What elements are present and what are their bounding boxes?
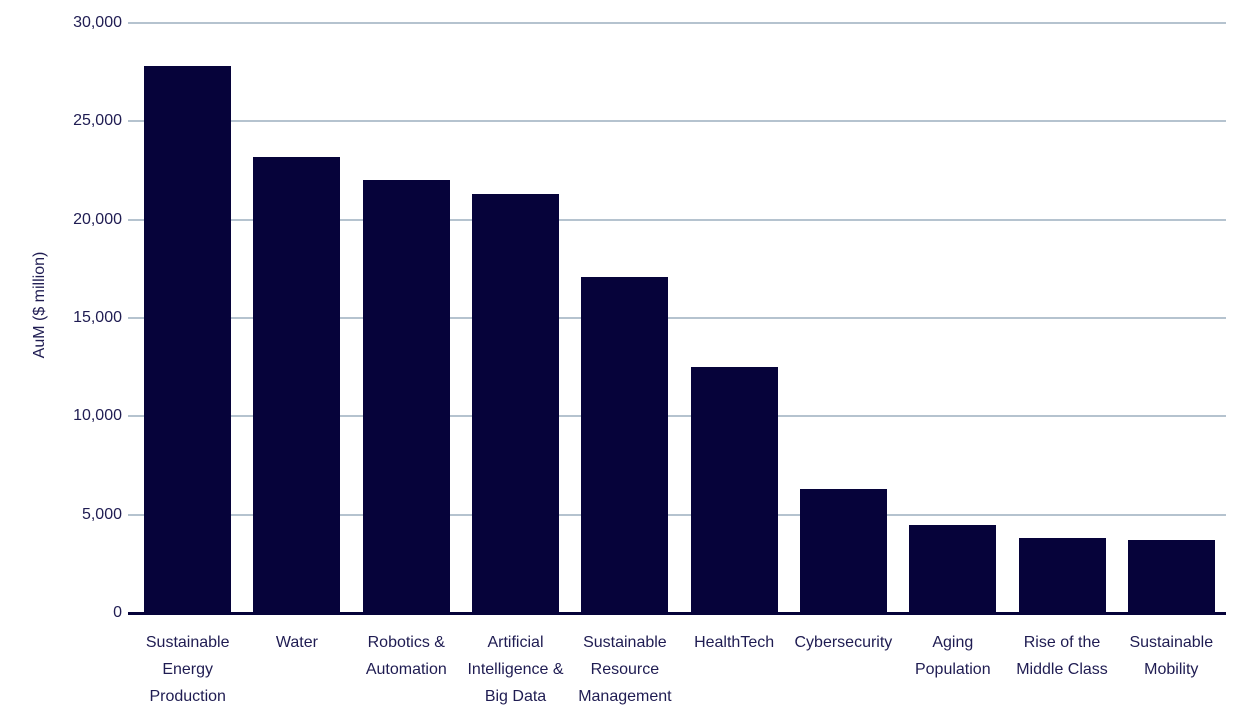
x-axis-label-line: Sustainable bbox=[145, 634, 230, 651]
x-axis-label-line: Sustainable bbox=[583, 634, 667, 651]
x-axis-label-line: Intelligence & bbox=[467, 661, 564, 678]
y-axis-tick-label: 30,000 bbox=[73, 14, 122, 31]
bar-rise-of-the-middle-class bbox=[1018, 538, 1106, 613]
x-axis-label-line: Robotics & bbox=[367, 634, 445, 651]
x-axis-label-sustainable-mobility: Sustainable Mobility bbox=[1081, 629, 1248, 683]
bar-sustainable-energy-production bbox=[144, 66, 232, 613]
y-axis-tick-label: 0 bbox=[113, 604, 122, 621]
y-axis-tick-label: 5,000 bbox=[81, 505, 122, 523]
x-axis-label-line: Cybersecurity bbox=[794, 634, 893, 651]
x-axis-label-line: Rise of the bbox=[1023, 634, 1101, 651]
x-axis-label-line: Aging bbox=[932, 634, 974, 651]
x-axis-label-line: Sustainable bbox=[1129, 634, 1214, 651]
x-axis-label-aging-population: Aging Population bbox=[863, 629, 1043, 683]
x-axis-label-line: Mobility bbox=[1144, 661, 1199, 678]
x-axis-label-sustainable-energy-production: Sustainable Energy Production bbox=[98, 629, 278, 710]
y-axis-tick-label: 10,000 bbox=[73, 407, 122, 425]
x-axis-label-rise-of-the-middle-class: Rise of the Middle Class bbox=[972, 629, 1152, 683]
bar-robotics-automation bbox=[362, 180, 450, 613]
x-axis-label-line: Resource bbox=[590, 661, 660, 678]
bar-aging-population bbox=[909, 524, 997, 613]
x-axis-label-line: Production bbox=[149, 688, 226, 705]
bar-cybersecurity bbox=[799, 489, 887, 613]
x-axis-label-water: Water bbox=[207, 629, 387, 656]
x-axis-label-line: Middle Class bbox=[1016, 661, 1108, 678]
x-axis-label-line: Water bbox=[275, 634, 318, 651]
y-axis-tick-label: 20,000 bbox=[73, 210, 122, 228]
x-axis-label-cybersecurity: Cybersecurity bbox=[753, 629, 933, 656]
x-axis-label-artificial-intelligence-big-data: Artificial Intelligence & Big Data bbox=[426, 629, 606, 710]
y-axis-title: AuM ($ million) bbox=[31, 251, 48, 359]
x-axis-label-line: HealthTech bbox=[694, 634, 775, 651]
bar-sustainable-resource-management bbox=[581, 276, 669, 613]
x-axis-label-line: Big Data bbox=[484, 688, 547, 705]
gridline-15000 bbox=[128, 317, 1226, 319]
x-axis-label-sustainable-resource-management: Sustainable Resource Management bbox=[535, 629, 715, 710]
gridline-25000 bbox=[128, 120, 1226, 123]
gridline-10000 bbox=[128, 415, 1226, 418]
x-axis-label-healthtech: HealthTech bbox=[644, 629, 824, 656]
x-axis-line bbox=[128, 612, 1226, 615]
bar-artificial-intelligence-big-data bbox=[472, 194, 559, 613]
bar-healthtech bbox=[690, 367, 778, 613]
y-axis-tick-label: 25,000 bbox=[73, 112, 122, 130]
x-axis-label-line: Artificial bbox=[487, 634, 544, 651]
x-axis-label-line: Population bbox=[914, 661, 991, 678]
gridline-20000 bbox=[128, 218, 1226, 221]
x-axis-label-line: Automation bbox=[365, 661, 447, 678]
bar-water bbox=[253, 156, 341, 613]
x-axis-label-robotics-automation: Robotics & Automation bbox=[316, 629, 496, 683]
gridline-5000 bbox=[128, 513, 1226, 516]
y-axis-tick-label: 15,000 bbox=[73, 309, 122, 326]
plot-area bbox=[128, 22, 1226, 616]
bar-sustainable-mobility bbox=[1127, 540, 1215, 613]
x-axis-label-line: Management bbox=[578, 688, 672, 705]
gridline-30000 bbox=[128, 22, 1226, 24]
x-axis-label-line: Energy bbox=[162, 661, 214, 678]
